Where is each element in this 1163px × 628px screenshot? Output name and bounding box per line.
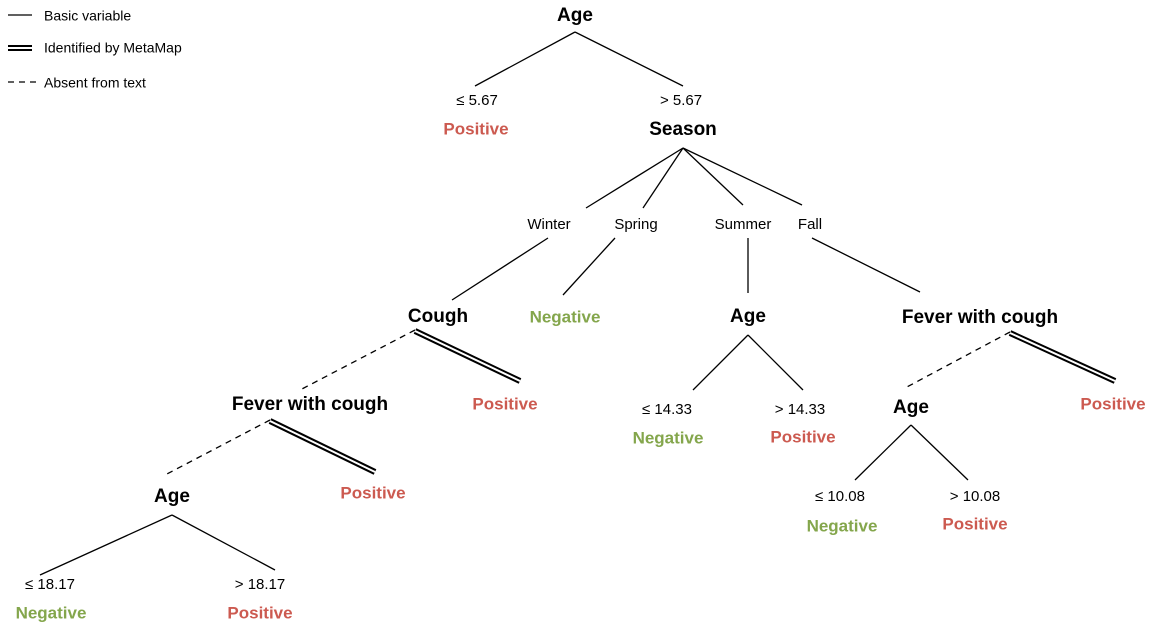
edges: [39, 31, 1117, 576]
leaf-positive: Positive: [942, 514, 1007, 533]
node: Age: [557, 5, 593, 26]
edge: [39, 514, 173, 576]
branch-label: ≤ 10.08: [815, 488, 865, 505]
node: Age: [154, 486, 190, 507]
branch-label: Spring: [614, 216, 657, 233]
branch-label: ≤ 18.17: [25, 576, 75, 593]
leaf-negative: Negative: [16, 603, 87, 622]
leaf-positive: Positive: [443, 119, 508, 138]
branch-label: > 18.17: [235, 576, 285, 593]
node: Age: [730, 306, 766, 327]
legend-label: Absent from text: [44, 75, 146, 91]
edge: [692, 334, 749, 391]
leaf-positive: Positive: [770, 427, 835, 446]
edge-metamap: [1009, 332, 1116, 382]
leaf-positive: Positive: [340, 483, 405, 502]
edge: [747, 334, 804, 391]
node: Season: [649, 119, 717, 140]
branch-label: Winter: [527, 216, 570, 233]
edge: [585, 147, 684, 209]
edge: [171, 514, 276, 571]
legend-label: Identified by MetaMap: [44, 40, 182, 56]
node: Fever with cough: [902, 307, 1058, 328]
leaf-positive: Positive: [1080, 394, 1145, 413]
leaf-positive: Positive: [227, 603, 292, 622]
edge: [811, 237, 921, 293]
leaf-negative: Negative: [633, 428, 704, 447]
node: Age: [893, 397, 929, 418]
edge: [574, 31, 684, 87]
branch-label: ≤ 14.33: [642, 401, 692, 418]
node: Fever with cough: [232, 394, 388, 415]
edge: [682, 147, 803, 206]
edge-metamap: [269, 420, 376, 473]
branch-label: Summer: [715, 216, 772, 233]
edge-absent: [164, 419, 271, 476]
leaf-negative: Negative: [807, 516, 878, 535]
branch-label: > 10.08: [950, 488, 1000, 505]
edge: [642, 147, 684, 209]
branch-label: > 5.67: [660, 92, 702, 109]
edge-absent: [904, 331, 1011, 389]
legend-label: Basic variable: [44, 8, 131, 24]
edge: [910, 424, 969, 481]
edge: [474, 31, 576, 87]
branch-label: Fall: [798, 216, 822, 233]
leaf-negative: Negative: [530, 307, 601, 326]
edge: [682, 147, 744, 206]
node: Cough: [408, 306, 468, 327]
edge-absent: [299, 329, 416, 391]
edge-metamap: [414, 330, 521, 382]
branch-label: ≤ 5.67: [456, 92, 498, 109]
edge: [562, 237, 616, 296]
edge: [854, 424, 912, 481]
edge: [451, 237, 549, 301]
branch-label: > 14.33: [775, 401, 825, 418]
leaf-positive: Positive: [472, 394, 537, 413]
